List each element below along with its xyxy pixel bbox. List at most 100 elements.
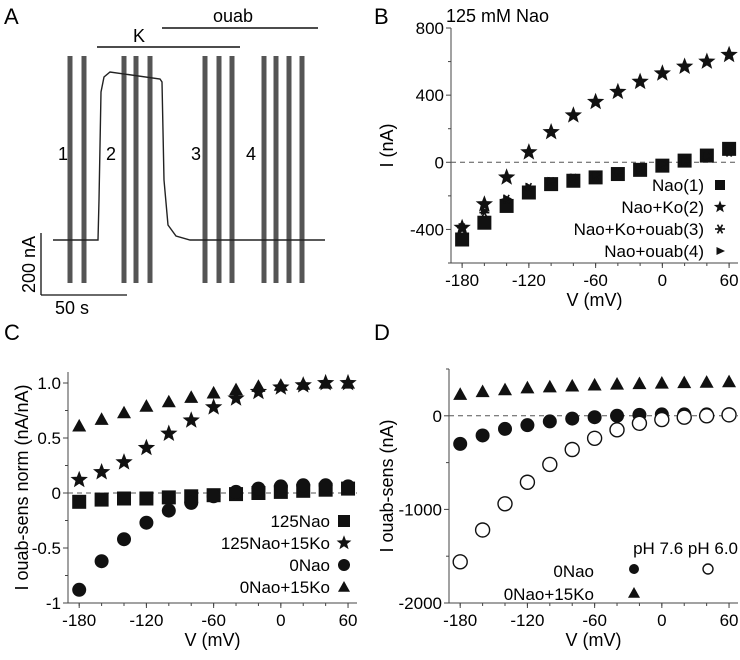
data-point xyxy=(94,412,109,425)
data-point xyxy=(206,385,221,399)
legend-label: 0Nao xyxy=(553,562,594,581)
data-point xyxy=(677,375,692,389)
voltage-step-7 xyxy=(216,56,222,283)
voltage-step-8 xyxy=(229,56,235,283)
voltage-steps xyxy=(67,56,305,283)
data-point xyxy=(610,408,625,423)
data-point xyxy=(229,382,244,396)
data-point xyxy=(542,379,557,393)
panel-a: ouab K 1 2 3 4 200 nA 50 s xyxy=(19,6,325,318)
segment-label-1: 1 xyxy=(58,144,68,164)
voltage-step-2 xyxy=(81,56,87,283)
x-axis-title: V (mV) xyxy=(566,630,622,650)
data-point xyxy=(542,414,557,429)
x-tick-label: -60 xyxy=(201,611,226,630)
x-tick-label: -120 xyxy=(510,611,544,630)
x-tick-label: -120 xyxy=(512,271,546,290)
data-point xyxy=(587,410,602,425)
segment-label-4: 4 xyxy=(246,144,256,164)
voltage-step-4 xyxy=(133,56,139,283)
legend-marker xyxy=(716,247,725,255)
data-point xyxy=(72,582,87,597)
chart-title-b: 125 mM Nao xyxy=(446,6,549,26)
legend-marker xyxy=(713,200,727,213)
data-point xyxy=(569,173,579,182)
data-point xyxy=(632,376,647,390)
data-point xyxy=(227,389,245,406)
legend-label: 0Nao+15Ko xyxy=(504,585,594,604)
data-point xyxy=(161,503,176,518)
data-point xyxy=(497,496,513,512)
legend-marker xyxy=(338,581,350,592)
data-point xyxy=(452,554,468,570)
segment-label-3: 3 xyxy=(191,144,201,164)
data-point xyxy=(698,52,716,69)
data-point xyxy=(477,215,492,230)
data-point xyxy=(453,436,468,451)
data-point xyxy=(137,438,156,456)
panel-label-d: D xyxy=(374,320,390,345)
x-tick-label: 0 xyxy=(658,271,667,290)
voltage-step-6 xyxy=(202,56,208,283)
legend-label: Nao+Ko+ouab(3) xyxy=(574,220,704,239)
data-point xyxy=(681,156,690,165)
legend-marker xyxy=(628,587,640,598)
x-tick-label: -120 xyxy=(129,611,163,630)
data-point xyxy=(520,380,535,394)
data-point xyxy=(117,532,132,547)
legend-label: Nao+ouab(4) xyxy=(604,242,704,261)
data-point xyxy=(610,376,625,390)
voltage-step-9 xyxy=(261,56,267,283)
panel-b: 125 mM Nao -180 -120 -60 0 60 800 400 0 -400 V (m… xyxy=(377,6,739,310)
segment-label-2: 2 xyxy=(106,144,116,164)
data-point xyxy=(565,378,580,392)
y-tick-label: 0 xyxy=(52,484,61,503)
data-point xyxy=(722,374,737,388)
data-point xyxy=(609,82,627,100)
series-nao-ouab-4- xyxy=(458,147,735,231)
legend-marker xyxy=(715,224,725,234)
legend-marker xyxy=(702,563,714,575)
x-axis-title: V (mV) xyxy=(185,630,241,650)
voltage-step-11 xyxy=(286,56,292,283)
y-axis-title: I (nA) xyxy=(377,123,397,167)
data-point xyxy=(458,222,468,231)
data-point xyxy=(205,398,223,415)
data-point xyxy=(676,57,694,74)
data-point xyxy=(296,377,311,390)
data-point xyxy=(676,409,692,425)
x-tick-label: -180 xyxy=(443,611,477,630)
data-point xyxy=(70,470,88,488)
data-point xyxy=(587,92,605,110)
data-point xyxy=(453,387,468,400)
legend-header: pH 7.6 pH 6.0 xyxy=(633,539,738,558)
data-point xyxy=(720,45,738,63)
panel-label-b: B xyxy=(374,4,389,29)
data-point xyxy=(519,474,536,490)
data-point xyxy=(703,152,712,161)
x-tick-label: -180 xyxy=(445,271,479,290)
scale-label-y: 200 nA xyxy=(19,236,39,293)
x-tick-label: 0 xyxy=(276,611,285,630)
data-point xyxy=(139,399,154,412)
y-tick-label: 0 xyxy=(435,153,444,172)
y-tick-label: 400 xyxy=(416,86,444,105)
y-axis-title: I ouab-sens norm (nA/nA) xyxy=(12,384,32,590)
current-trace xyxy=(53,71,325,241)
voltage-step-10 xyxy=(273,56,279,283)
data-point xyxy=(725,147,735,156)
voltage-step-1 xyxy=(67,56,73,283)
data-point xyxy=(161,394,176,408)
panel-label-a: A xyxy=(4,4,19,29)
data-point xyxy=(654,411,670,428)
data-point xyxy=(542,123,560,140)
voltage-step-5 xyxy=(147,56,153,283)
y-tick-label: 800 xyxy=(416,19,444,38)
data-point xyxy=(499,198,514,213)
legend-marker xyxy=(629,564,639,574)
data-point xyxy=(592,170,601,179)
data-point xyxy=(72,494,87,509)
x-tick-label: 60 xyxy=(720,611,739,630)
legend-label: 0Nao+15Ko xyxy=(240,578,330,597)
